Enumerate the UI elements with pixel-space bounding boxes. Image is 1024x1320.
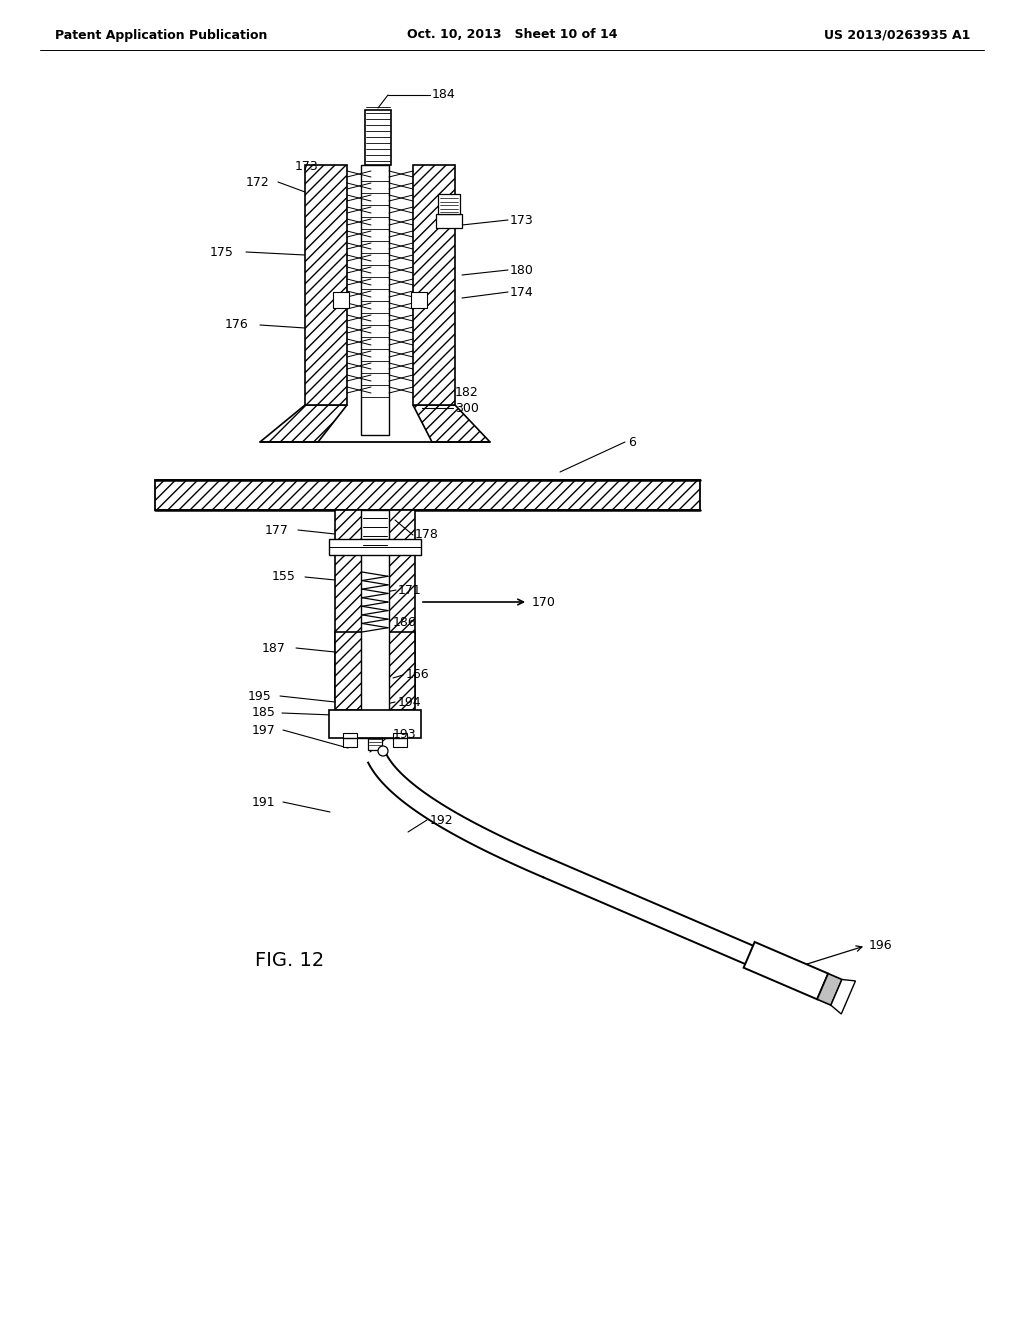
Bar (333, 292, 349, 308)
Text: 197: 197 (252, 723, 275, 737)
Text: 196: 196 (869, 939, 893, 952)
Polygon shape (260, 405, 347, 442)
Polygon shape (387, 510, 415, 700)
Text: 193: 193 (393, 729, 417, 742)
Polygon shape (817, 974, 842, 1006)
Text: 166: 166 (406, 668, 430, 681)
Bar (411, 292, 427, 308)
Text: 6: 6 (628, 436, 636, 449)
Text: 172: 172 (246, 176, 269, 189)
Polygon shape (335, 632, 362, 710)
Text: 195: 195 (248, 689, 271, 702)
Text: 175: 175 (210, 246, 233, 259)
Bar (343, 733, 357, 747)
Text: 177: 177 (265, 524, 289, 536)
Text: 173: 173 (295, 161, 318, 173)
Text: 300: 300 (455, 401, 479, 414)
Text: 194: 194 (398, 696, 422, 709)
Text: FIG. 12: FIG. 12 (255, 950, 325, 969)
Text: 184: 184 (432, 88, 456, 102)
Polygon shape (830, 979, 855, 1014)
Polygon shape (387, 632, 415, 710)
Bar (329, 710, 421, 738)
Text: 187: 187 (262, 642, 286, 655)
Text: 191: 191 (252, 796, 275, 808)
Text: 170: 170 (532, 595, 556, 609)
Polygon shape (743, 942, 828, 999)
Polygon shape (335, 510, 362, 700)
Text: 186: 186 (393, 615, 417, 628)
Bar (361, 165, 389, 436)
Text: 171: 171 (398, 583, 422, 597)
Bar (438, 194, 460, 214)
Bar (436, 214, 462, 228)
Polygon shape (305, 165, 347, 405)
Polygon shape (413, 165, 455, 405)
Bar (329, 539, 421, 554)
Text: 180: 180 (510, 264, 534, 276)
Text: 192: 192 (430, 813, 454, 826)
Text: 182: 182 (455, 385, 479, 399)
Text: 173: 173 (510, 214, 534, 227)
Text: 178: 178 (415, 528, 439, 541)
Circle shape (378, 746, 388, 756)
Bar (361, 510, 389, 730)
Text: Patent Application Publication: Patent Application Publication (55, 29, 267, 41)
Text: 174: 174 (510, 285, 534, 298)
Bar (393, 733, 407, 747)
Bar (365, 110, 391, 165)
Text: 155: 155 (272, 570, 296, 583)
Text: Oct. 10, 2013   Sheet 10 of 14: Oct. 10, 2013 Sheet 10 of 14 (407, 29, 617, 41)
Polygon shape (413, 405, 490, 442)
Text: 185: 185 (252, 706, 275, 719)
Bar (368, 738, 382, 750)
Text: US 2013/0263935 A1: US 2013/0263935 A1 (823, 29, 970, 41)
Text: 176: 176 (225, 318, 249, 331)
Polygon shape (155, 480, 700, 510)
